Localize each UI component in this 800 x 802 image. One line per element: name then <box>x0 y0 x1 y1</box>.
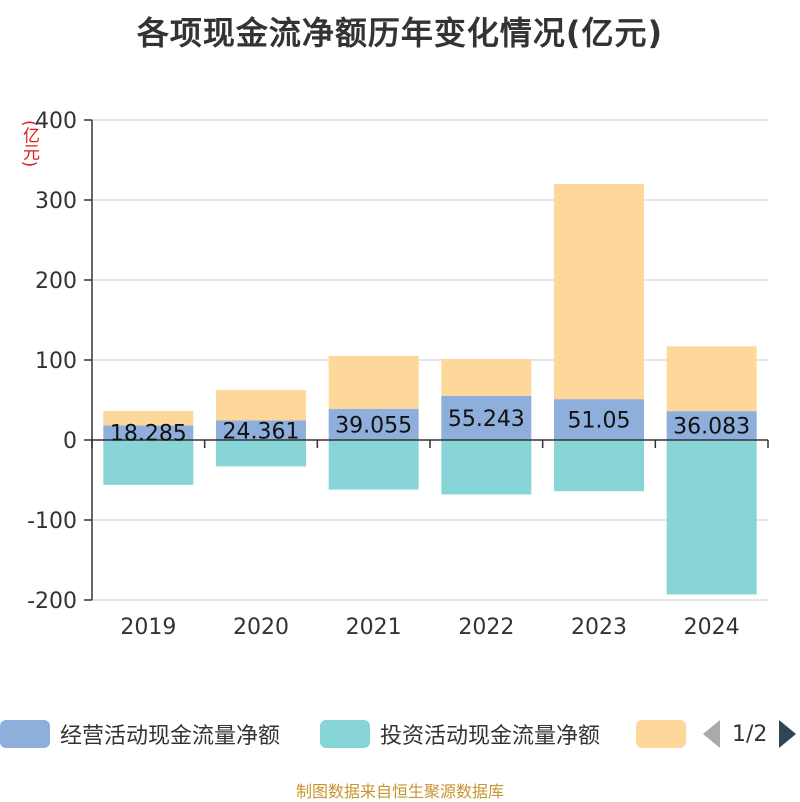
bar-0-2022 <box>441 395 532 440</box>
y-axis-unit: (亿元) <box>19 120 39 168</box>
bar-2-2020 <box>216 390 306 421</box>
legend-label-operating: 经营活动现金流量净额 <box>60 724 281 749</box>
data-label-2019: 18.285 <box>110 422 187 447</box>
bar-2-2022 <box>441 359 532 396</box>
y-tick-label: -200 <box>27 589 77 614</box>
y-tick-label: 400 <box>35 109 77 134</box>
bar-1-2019 <box>103 440 194 485</box>
bar-2-2021 <box>328 355 419 409</box>
y-tick-label: -100 <box>27 509 77 534</box>
data-label-2021: 39.055 <box>335 413 412 438</box>
legend-next-page-icon[interactable] <box>779 720 797 748</box>
bar-chart: 400 300 200 100 0 -100 -200 18.285 24.361 39.055 5… <box>27 109 769 640</box>
legend-swatch-operating <box>0 720 50 748</box>
legend-swatch-third <box>636 720 686 748</box>
data-label-2023: 51.05 <box>568 409 631 434</box>
y-tick-label: 300 <box>35 189 77 214</box>
bar-2-2023 <box>554 183 644 400</box>
bar-0-2023 <box>554 399 644 440</box>
legend-swatch-investing <box>320 720 370 748</box>
legend-label-investing: 投资活动现金流量净额 <box>380 724 601 749</box>
bar-1-2020 <box>216 440 306 467</box>
legend-prev-page-icon[interactable] <box>703 720 720 748</box>
bar-1-2023 <box>554 440 644 492</box>
legend-item-operating[interactable]: 经营活动现金流量净额 <box>0 714 280 754</box>
data-label-2022: 55.243 <box>448 407 525 432</box>
bar-1-2022 <box>441 440 532 495</box>
bar-1-2024 <box>666 440 757 595</box>
legend-page-indicator: 1/2 <box>732 721 768 747</box>
y-tick-label: 100 <box>35 349 77 374</box>
legend-item-third[interactable] <box>636 714 686 754</box>
data-label-2020: 24.361 <box>223 419 300 444</box>
x-tick-label-2020: 2020 <box>233 615 289 640</box>
bar-1-2021 <box>328 440 419 490</box>
legend: 经营活动现金流量净额 投资活动现金流量净额 1/2 <box>0 714 800 754</box>
x-tick-label-2024: 2024 <box>684 615 740 640</box>
x-tick-label-2021: 2021 <box>346 615 402 640</box>
x-tick-label-2023: 2023 <box>571 615 627 640</box>
bar-0-2020 <box>216 420 306 440</box>
x-tick-label-2022: 2022 <box>458 615 514 640</box>
bar-0-2024 <box>666 411 757 440</box>
y-tick-label: 0 <box>63 429 77 454</box>
chart-title: 各项现金流净额历年变化情况(亿元) <box>136 14 664 52</box>
bar-0-2019 <box>103 425 194 440</box>
bar-0-2021 <box>328 408 419 440</box>
x-tick-label-2019: 2019 <box>120 615 176 640</box>
bar-2-2024 <box>666 346 757 412</box>
bar-2-2019 <box>103 410 194 426</box>
legend-item-investing[interactable]: 投资活动现金流量净额 <box>320 714 600 754</box>
legend-pager: 1/2 <box>703 714 797 754</box>
y-tick-label: 200 <box>35 269 77 294</box>
data-label-2024: 36.083 <box>673 415 750 440</box>
data-source-footer: 制图数据来自恒生聚源数据库 <box>295 782 504 801</box>
